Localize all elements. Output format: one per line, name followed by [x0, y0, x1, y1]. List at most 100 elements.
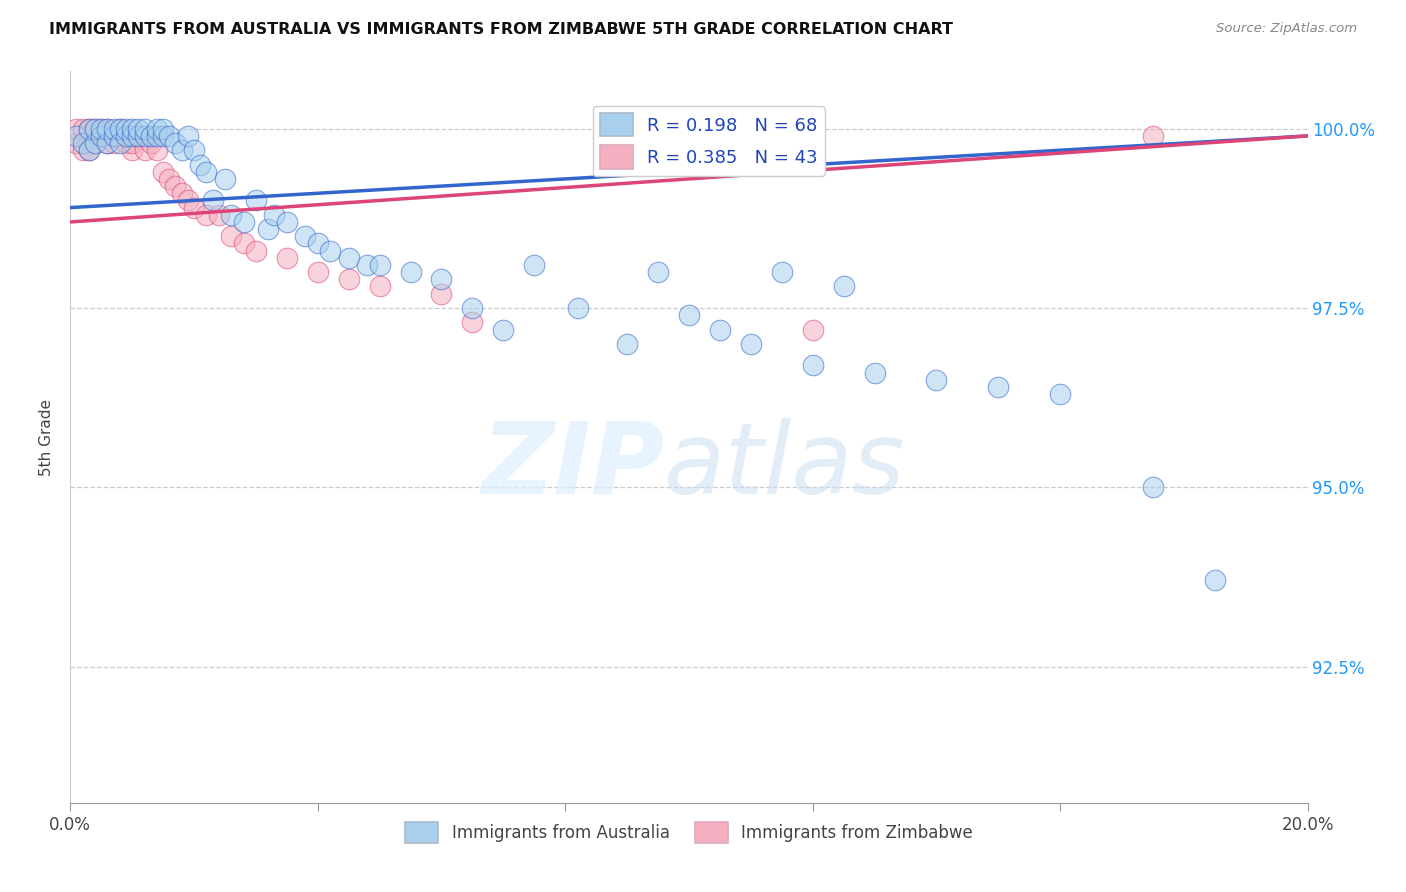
Point — [177, 128, 200, 143]
Point — [72, 136, 94, 150]
Point — [103, 128, 125, 143]
Point — [368, 258, 391, 272]
Point — [263, 208, 285, 222]
Point — [399, 265, 422, 279]
Point — [134, 128, 156, 143]
Point — [84, 121, 107, 136]
Point — [108, 136, 131, 150]
Point — [170, 186, 193, 201]
Point — [430, 272, 453, 286]
Point — [157, 128, 180, 143]
Point — [461, 301, 484, 315]
Point — [84, 136, 107, 150]
Point — [127, 128, 149, 143]
Point — [77, 143, 100, 157]
Point — [96, 121, 118, 136]
Point — [77, 121, 100, 136]
Point — [214, 172, 236, 186]
Text: Source: ZipAtlas.com: Source: ZipAtlas.com — [1216, 22, 1357, 36]
Point — [108, 128, 131, 143]
Point — [1049, 387, 1071, 401]
Point — [356, 258, 378, 272]
Point — [461, 315, 484, 329]
Point — [139, 136, 162, 150]
Point — [276, 251, 298, 265]
Point — [987, 380, 1010, 394]
Point — [195, 208, 218, 222]
Point — [770, 265, 793, 279]
Point — [832, 279, 855, 293]
Point — [127, 121, 149, 136]
Point — [647, 265, 669, 279]
Point — [103, 136, 125, 150]
Point — [523, 258, 546, 272]
Point — [127, 128, 149, 143]
Point — [84, 136, 107, 150]
Point — [96, 136, 118, 150]
Text: atlas: atlas — [664, 417, 905, 515]
Point — [84, 121, 107, 136]
Point — [103, 128, 125, 143]
Point — [183, 201, 205, 215]
Point — [195, 165, 218, 179]
Point — [96, 136, 118, 150]
Point — [678, 308, 700, 322]
Point — [72, 143, 94, 157]
Point — [65, 121, 87, 136]
Point — [115, 136, 138, 150]
Point — [121, 121, 143, 136]
Point — [276, 215, 298, 229]
Point — [219, 208, 242, 222]
Point — [121, 136, 143, 150]
Point — [925, 373, 948, 387]
Point — [1142, 128, 1164, 143]
Point — [430, 286, 453, 301]
Point — [77, 121, 100, 136]
Point — [801, 359, 824, 373]
Point — [183, 143, 205, 157]
Point — [90, 121, 112, 136]
Point — [1204, 574, 1226, 588]
Point — [616, 336, 638, 351]
Point — [801, 322, 824, 336]
Point — [90, 121, 112, 136]
Point — [307, 265, 329, 279]
Point — [188, 158, 211, 172]
Point — [139, 128, 162, 143]
Point — [337, 272, 360, 286]
Point — [121, 128, 143, 143]
Point — [567, 301, 589, 315]
Point — [157, 172, 180, 186]
Point — [65, 128, 87, 143]
Point — [134, 143, 156, 157]
Point — [1142, 480, 1164, 494]
Point — [72, 121, 94, 136]
Point — [232, 236, 254, 251]
Point — [492, 322, 515, 336]
Point — [740, 336, 762, 351]
Point — [152, 128, 174, 143]
Point — [121, 143, 143, 157]
Point — [201, 194, 224, 208]
Point — [152, 121, 174, 136]
Point — [108, 121, 131, 136]
Point — [134, 121, 156, 136]
Point — [257, 222, 280, 236]
Point — [208, 208, 231, 222]
Point — [219, 229, 242, 244]
Point — [294, 229, 316, 244]
Legend: Immigrants from Australia, Immigrants from Zimbabwe: Immigrants from Australia, Immigrants fr… — [398, 815, 980, 849]
Point — [90, 128, 112, 143]
Point — [319, 244, 342, 258]
Point — [709, 322, 731, 336]
Point — [146, 143, 169, 157]
Point — [170, 143, 193, 157]
Point — [115, 128, 138, 143]
Point — [245, 244, 267, 258]
Point — [177, 194, 200, 208]
Point — [863, 366, 886, 380]
Point — [115, 128, 138, 143]
Point — [337, 251, 360, 265]
Text: IMMIGRANTS FROM AUSTRALIA VS IMMIGRANTS FROM ZIMBABWE 5TH GRADE CORRELATION CHAR: IMMIGRANTS FROM AUSTRALIA VS IMMIGRANTS … — [49, 22, 953, 37]
Point — [96, 121, 118, 136]
